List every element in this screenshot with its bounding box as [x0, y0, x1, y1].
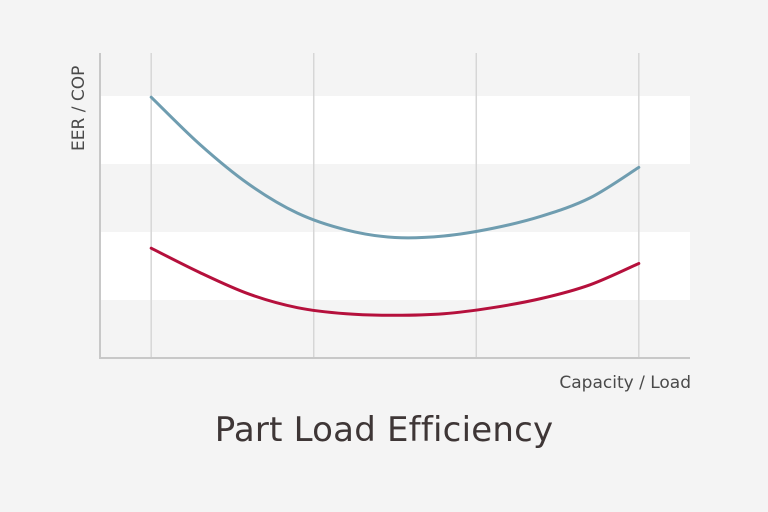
gridlines: [150, 53, 640, 358]
background-bands: [100, 96, 690, 300]
y-axis-label: EER / COP: [69, 66, 89, 151]
axes: [99, 53, 690, 359]
background-band: [100, 96, 690, 164]
series-line-2: [149, 246, 641, 317]
chart-title: Part Load Efficiency: [214, 410, 554, 450]
series-group: [149, 95, 641, 317]
x-axis-label: Capacity / Load: [559, 373, 691, 393]
series-line-1: [149, 95, 641, 240]
background-band: [100, 232, 690, 300]
